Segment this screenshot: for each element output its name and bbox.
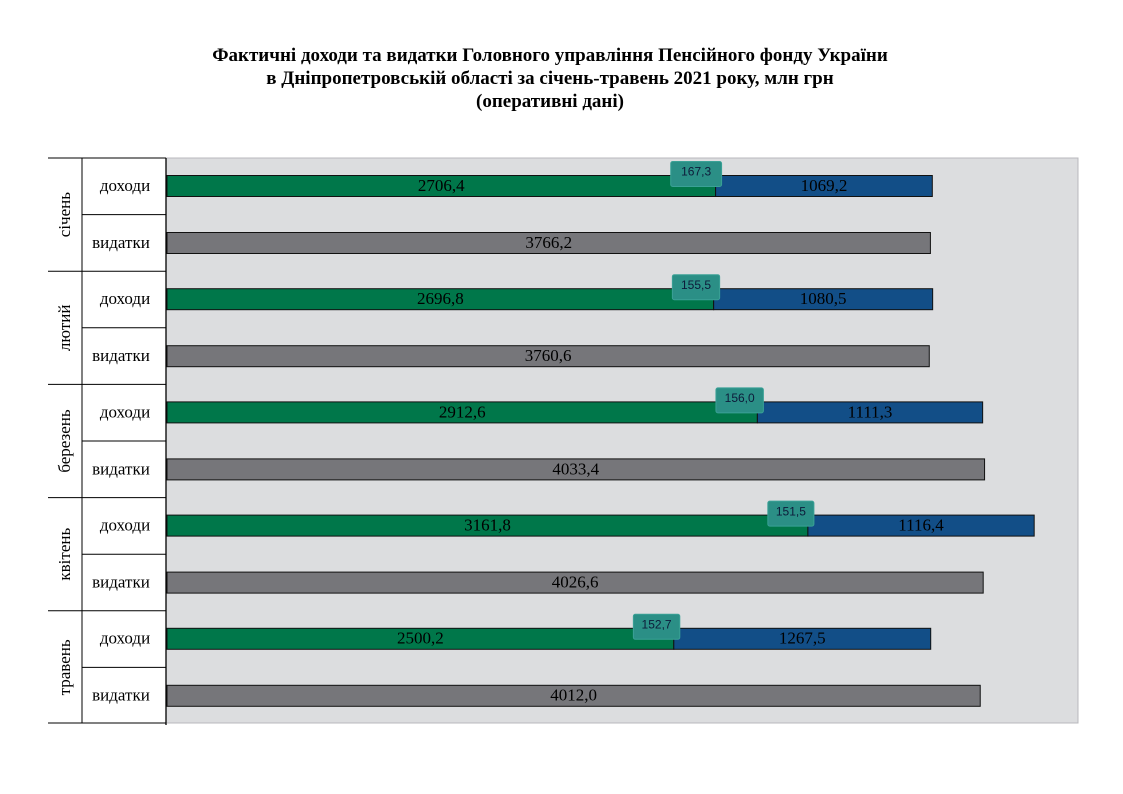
- data-label-expenses: 4012,0: [550, 686, 597, 705]
- bar-expenses: [166, 458, 986, 481]
- chart-title-line-2: в Дніпропетровській області за січень-тр…: [266, 68, 834, 89]
- data-label-income-segment-1: 3161,8: [464, 516, 511, 535]
- bar-income-segment-2: [767, 500, 815, 527]
- row-label-income: доходи: [100, 629, 150, 648]
- bar-income-segment-2: [671, 274, 721, 301]
- bar-expenses: [166, 571, 984, 594]
- row-label-expenses: видатки: [92, 459, 150, 478]
- bar-expenses: [166, 684, 981, 707]
- row-label-expenses: видатки: [92, 573, 150, 592]
- data-label-income-segment-3: 1111,3: [848, 402, 893, 421]
- data-label-income-segment-1: 2500,2: [397, 629, 444, 648]
- bar-income-segment-2: [632, 613, 681, 640]
- data-label-expenses: 3760,6: [525, 346, 572, 365]
- data-label-income-segment-1: 2912,6: [439, 402, 486, 421]
- month-label: квітень: [55, 528, 74, 581]
- row-label-income: доходи: [100, 516, 150, 535]
- data-label-income-segment-2: 155,5: [681, 278, 711, 292]
- data-label-income-segment-2: 167,3: [681, 165, 711, 179]
- row-label-income: доходи: [100, 402, 150, 421]
- month-label: січень: [55, 192, 74, 237]
- chart-title-line-1: Фактичні доходи та видатки Головного упр…: [212, 45, 888, 66]
- data-label-expenses: 4026,6: [552, 573, 599, 592]
- row-label-expenses: видатки: [92, 233, 150, 252]
- data-label-income-segment-1: 2696,8: [417, 289, 464, 308]
- month-label: лютий: [55, 305, 74, 352]
- data-label-income-segment-2: 156,0: [725, 391, 755, 405]
- month-label: березень: [55, 409, 74, 473]
- data-label-expenses: 3766,2: [525, 233, 572, 252]
- data-label-income-segment-3: 1080,5: [800, 289, 847, 308]
- data-label-income-segment-2: 152,7: [642, 617, 672, 631]
- bar-income-segment-2: [670, 161, 723, 187]
- month-label: травень: [55, 639, 74, 695]
- chart-title: Фактичні доходи та видатки Головного упр…: [0, 44, 1100, 113]
- row-label-expenses: видатки: [92, 686, 150, 705]
- bar-expenses: [166, 232, 931, 254]
- data-label-income-segment-3: 1116,4: [898, 516, 944, 535]
- bar-expenses: [166, 345, 930, 368]
- data-label-expenses: 4033,4: [552, 459, 599, 478]
- bar-income-segment-2: [715, 387, 764, 414]
- chart-title-line-3: (оперативні дані): [476, 91, 624, 112]
- row-label-expenses: видатки: [92, 346, 150, 365]
- data-label-income-segment-3: 1267,5: [779, 629, 826, 648]
- data-label-income-segment-3: 1069,2: [801, 176, 848, 195]
- data-label-income-segment-1: 2706,4: [418, 176, 465, 195]
- row-label-income: доходи: [100, 176, 150, 195]
- row-label-income: доходи: [100, 289, 150, 308]
- data-label-income-segment-2: 151,5: [776, 504, 806, 518]
